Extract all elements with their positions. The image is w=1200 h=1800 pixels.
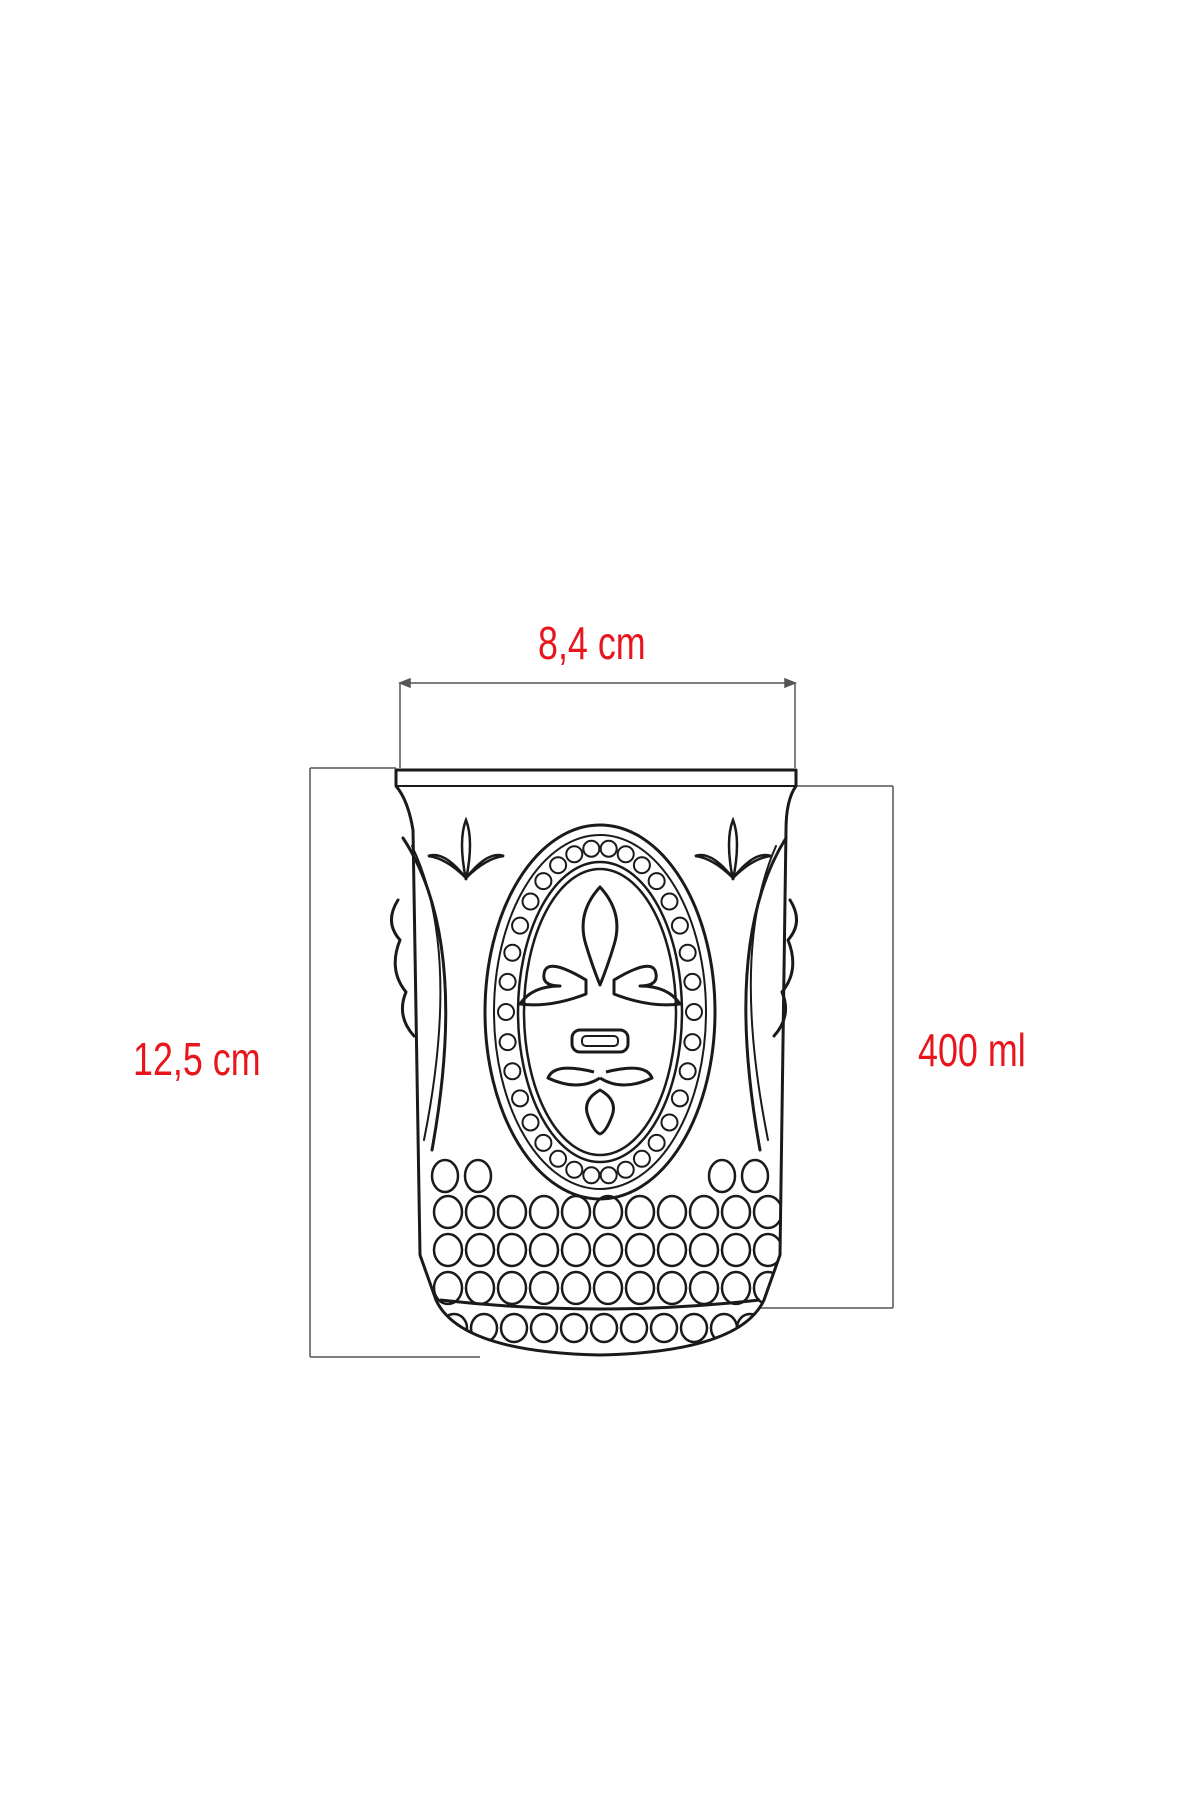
hobnail-dot xyxy=(740,1158,770,1194)
medallion-bead xyxy=(498,1033,517,1052)
hobnail-dot xyxy=(464,1232,496,1268)
hobnail-dot xyxy=(496,1194,528,1230)
hobnail-dot xyxy=(528,1270,560,1306)
hobnail-dot xyxy=(649,1312,679,1344)
hobnail-dot xyxy=(464,1194,496,1230)
medallion-bead xyxy=(498,972,517,991)
hobnail-dot xyxy=(464,1270,496,1306)
hobnail-dot xyxy=(496,1232,528,1268)
medallion-bead xyxy=(678,943,697,962)
volume-label: 400 ml xyxy=(918,1024,1026,1076)
medallion-bead xyxy=(632,856,651,875)
hobnail-dot xyxy=(528,1194,560,1230)
hobnail-dot xyxy=(560,1270,592,1306)
height-label: 12,5 cm xyxy=(133,1033,261,1085)
medallion-bead xyxy=(582,839,601,858)
hobnail-dot xyxy=(656,1232,688,1268)
corner-ornament-left xyxy=(427,816,505,881)
hobnail-pattern xyxy=(430,1158,784,1344)
medallion-bead xyxy=(683,972,702,991)
hobnail-dot xyxy=(592,1232,624,1268)
medallion-bead xyxy=(511,1089,530,1108)
medallion-bead xyxy=(670,1089,689,1108)
hobnail-dot xyxy=(656,1270,688,1306)
hobnail-dot xyxy=(560,1232,592,1268)
medallion-bead xyxy=(503,1062,522,1081)
hobnail-dot xyxy=(528,1232,560,1268)
medallion-bead xyxy=(582,1166,601,1185)
medallion-bead xyxy=(565,845,584,864)
hobnail-dot xyxy=(592,1270,624,1306)
hobnail-dot xyxy=(720,1194,752,1230)
medallion-bead xyxy=(632,1149,651,1168)
hobnail-dot xyxy=(720,1270,752,1306)
hobnail-dot xyxy=(720,1232,752,1268)
medallion-bead xyxy=(683,1033,702,1052)
hobnail-dot xyxy=(463,1158,493,1194)
hobnail-dot xyxy=(679,1312,709,1344)
hobnail-dot xyxy=(656,1194,688,1230)
glass-outline xyxy=(390,768,798,1357)
hobnail-dot xyxy=(432,1194,464,1230)
medallion-bead xyxy=(670,916,689,935)
hobnail-dot xyxy=(589,1312,619,1344)
medallion-bead xyxy=(534,1133,553,1152)
central-medallion xyxy=(483,823,717,1201)
medallion-bead xyxy=(647,872,666,891)
hobnail-dot xyxy=(624,1270,656,1306)
hobnail-dot xyxy=(529,1312,559,1344)
medallion-bead xyxy=(549,1149,568,1168)
medallion-bead xyxy=(685,1003,703,1021)
medallion-bead xyxy=(599,839,618,858)
medallion-bead xyxy=(521,1113,540,1132)
hobnail-dot xyxy=(496,1270,528,1306)
hobnail-dot xyxy=(624,1232,656,1268)
medallion-bead xyxy=(534,872,553,891)
hobnail-dot xyxy=(432,1232,464,1268)
hobnail-dot xyxy=(432,1270,464,1306)
hobnail-dot xyxy=(430,1158,460,1194)
hobnail-dot xyxy=(688,1194,720,1230)
hobnail-dot xyxy=(752,1194,784,1230)
medallion-bead xyxy=(549,856,568,875)
width-label: 8,4 cm xyxy=(538,617,646,669)
hobnail-dot xyxy=(499,1312,529,1344)
medallion-bead xyxy=(616,845,635,864)
medallion-bead xyxy=(647,1133,666,1152)
hobnail-dot xyxy=(688,1270,720,1306)
medallion-bead xyxy=(678,1062,697,1081)
medallion-bead xyxy=(565,1160,584,1179)
medallion-bead xyxy=(511,916,530,935)
fleur-de-lis xyxy=(518,885,682,1136)
medallion-bead xyxy=(503,943,522,962)
medallion-bead xyxy=(521,892,540,911)
medallion-bead xyxy=(599,1166,618,1185)
corner-ornament-right xyxy=(694,816,772,881)
hobnail-dot xyxy=(707,1158,737,1194)
hobnail-dot xyxy=(592,1194,624,1230)
hobnail-dot xyxy=(560,1194,592,1230)
medallion-bead xyxy=(660,892,679,911)
medallion-bead xyxy=(497,1003,515,1021)
hobnail-dot xyxy=(619,1312,649,1344)
hobnail-dot xyxy=(559,1312,589,1344)
hobnail-dot xyxy=(688,1232,720,1268)
hobnail-dot xyxy=(624,1194,656,1230)
medallion-bead xyxy=(660,1113,679,1132)
hobnail-dot xyxy=(709,1312,739,1344)
width-dimension-line xyxy=(397,677,798,768)
glass-base xyxy=(439,1298,761,1311)
height-dimension-line xyxy=(309,767,480,1358)
medallion-bead xyxy=(616,1160,635,1179)
